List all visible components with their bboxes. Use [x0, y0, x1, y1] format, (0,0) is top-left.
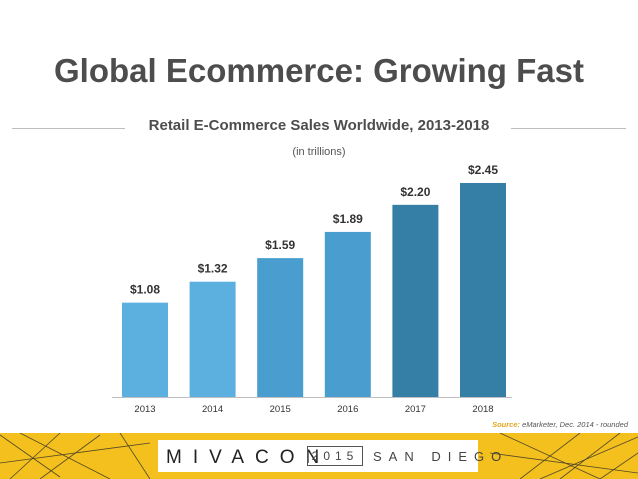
units-note: (in trillions): [292, 146, 346, 158]
bar-2016: [324, 231, 371, 397]
divider-right: [511, 128, 626, 129]
bar-2015: [257, 258, 304, 397]
data-label-2016: $1.89: [333, 212, 363, 226]
brand-name: MIVACON: [166, 447, 331, 468]
source-text: eMarketer, Dec. 2014 - rounded: [522, 420, 628, 429]
bar-2018: [460, 183, 506, 397]
data-label-2017: $2.20: [400, 185, 430, 199]
footer-line-pattern: [0, 433, 638, 479]
data-label-2013: $1.08: [130, 283, 160, 297]
event-year: 2015: [307, 446, 363, 466]
source-label: Source:: [492, 420, 520, 429]
bar-2013: [122, 302, 168, 397]
data-label-2014: $1.32: [198, 262, 228, 276]
bar-2017: [392, 204, 439, 397]
footer-band: [158, 440, 478, 472]
x-tick-2017: 2017: [405, 404, 426, 415]
chart-subtitle-row: Retail E-Commerce Sales Worldwide, 2013-…: [0, 117, 638, 137]
x-tick-2014: 2014: [202, 404, 223, 415]
event-city: SAN DIEGO: [373, 449, 509, 464]
source-note: Source: eMarketer, Dec. 2014 - rounded: [492, 420, 628, 429]
chart-subtitle: Retail E-Commerce Sales Worldwide, 2013-…: [148, 117, 490, 134]
x-tick-2013: 2013: [134, 404, 155, 415]
page-title: Global Ecommerce: Growing Fast: [54, 52, 584, 89]
x-tick-2015: 2015: [270, 404, 291, 415]
bar-chart: $1.08 2013 $1.32 2014 $1.59 2015 $1.89 2016 $2.2…: [112, 163, 512, 415]
data-label-2018: $2.45: [468, 163, 498, 177]
x-tick-2018: 2018: [472, 404, 493, 415]
bar-2014: [189, 281, 236, 397]
divider-left: [12, 128, 125, 129]
footer-banner: MIVACON 2015 SAN DIEGO: [0, 433, 638, 479]
data-label-2015: $1.59: [265, 238, 295, 252]
x-tick-2016: 2016: [337, 404, 358, 415]
